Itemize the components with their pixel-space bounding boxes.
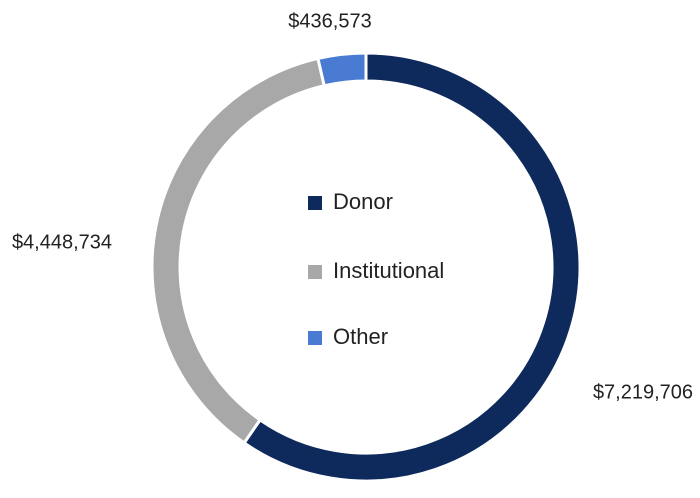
legend-swatch: [308, 196, 322, 210]
donut-slice: [316, 51, 368, 88]
legend-label: Donor: [333, 189, 393, 214]
donut-slice: [150, 56, 327, 446]
legend-swatch: [308, 265, 322, 279]
legend-label: Institutional: [333, 258, 444, 283]
legend-label: Other: [333, 324, 388, 349]
data-label: $7,219,706: [593, 381, 693, 403]
data-label: $4,448,734: [12, 231, 112, 253]
legend-swatch: [308, 331, 322, 345]
data-label: $436,573: [288, 10, 371, 32]
